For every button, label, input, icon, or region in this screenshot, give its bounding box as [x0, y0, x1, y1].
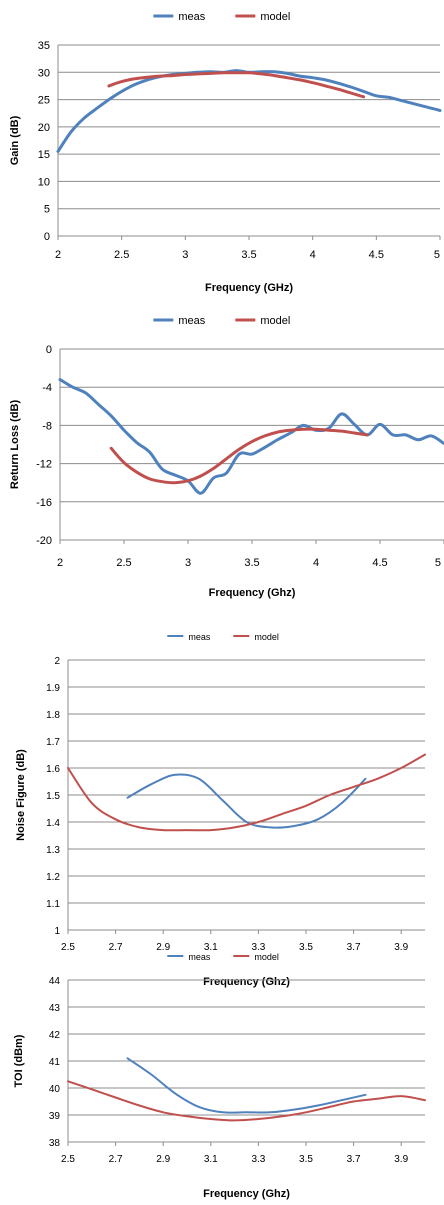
x-tick-label: 2.9: [156, 1154, 170, 1165]
x-axis-title: Frequency (Ghz): [209, 587, 296, 599]
x-tick-label: 5: [434, 249, 440, 261]
y-axis-title: Gain (dB): [9, 115, 21, 165]
legend: meas model: [167, 952, 279, 962]
y-tick-label: 1: [54, 926, 60, 937]
x-tick-label: 2.5: [61, 942, 75, 953]
y-tick-label: -4: [42, 382, 52, 394]
x-axis-title: Frequency (Ghz): [203, 976, 290, 988]
legend: meas model: [153, 315, 290, 327]
y-tick-label: 1.2: [46, 872, 60, 883]
y-tick-label: 40: [49, 1084, 61, 1095]
y-tick-label: 1.3: [46, 845, 60, 856]
chart-3: 1 1.1 1.2 1.3 1.4 1.5 1.6 1.7 1.8 1.9 2 2.5 2.7 2.9 3.…: [15, 632, 426, 988]
x-tick-label: 3.5: [241, 249, 256, 261]
y-tick-label: 0: [44, 231, 50, 243]
x-tick-label: 3.1: [204, 942, 218, 953]
x-tick-label: 3.3: [251, 1154, 265, 1165]
legend: meas model: [167, 632, 279, 642]
y-tick-label: 1.8: [46, 710, 60, 721]
x-tick-label: 3.5: [299, 942, 313, 953]
y-tick-label: 10: [38, 176, 50, 188]
legend-label-meas: meas: [178, 11, 205, 23]
x-tick-label: 2.7: [109, 942, 123, 953]
y-tick-label: -20: [36, 535, 52, 547]
series-line-model: [107, 71, 366, 99]
x-tick-label: 3: [182, 249, 188, 261]
series-line-model: [67, 753, 426, 832]
y-tick-label: 44: [49, 976, 61, 987]
x-tick-label: 2.5: [116, 557, 131, 569]
x-tick-label: 3.5: [244, 557, 259, 569]
x-tick-label: 4: [310, 249, 316, 261]
x-tick-label: 4: [313, 557, 319, 569]
x-tick-label: 2.5: [61, 1154, 75, 1165]
y-axis-title: Return Loss (dB): [9, 400, 21, 490]
y-tick-label: -8: [42, 420, 52, 432]
series-line-meas: [126, 1057, 367, 1114]
x-tick-label: 3.7: [347, 942, 361, 953]
y-tick-label: 1.9: [46, 683, 60, 694]
y-tick-label: 2: [54, 656, 60, 667]
y-tick-label: 1.6: [46, 764, 60, 775]
x-tick-label: 3.5: [299, 1154, 313, 1165]
legend-label-model: model: [260, 315, 290, 327]
chart-4: 38 39 40 41 42 43 44 2.5 2.7 2.9 3.1 3.3 3.5 3.7 3.9 Fr…: [13, 952, 426, 1200]
x-axis-title: Frequency (GHz): [205, 282, 293, 294]
y-tick-label: 15: [38, 149, 50, 161]
legend-label-model: model: [254, 632, 279, 642]
y-tick-label: 1.5: [46, 791, 60, 802]
x-tick-label: 3.9: [394, 942, 408, 953]
x-axis-title: Frequency (Ghz): [203, 1188, 290, 1200]
y-tick-label: -12: [36, 459, 52, 471]
x-tick-label: 3.9: [394, 1154, 408, 1165]
y-axis-title: Noise Figure (dB): [15, 749, 27, 841]
legend-label-meas: meas: [178, 315, 205, 327]
y-tick-label: 1.7: [46, 737, 60, 748]
y-tick-label: 1.1: [46, 899, 60, 910]
y-tick-label: 38: [49, 1138, 61, 1149]
x-tick-label: 5: [435, 557, 441, 569]
y-tick-label: 41: [49, 1057, 61, 1068]
legend-label-model: model: [254, 952, 279, 962]
chart-1: 0 5 10 15 20 25 30 35 2 2.5 3 3.5 4 4.5 5 Frequency (GH…: [9, 11, 442, 294]
y-tick-label: 1.4: [46, 818, 60, 829]
y-tick-label: 42: [49, 1030, 61, 1041]
x-tick-label: 2: [57, 557, 63, 569]
series-line-model: [109, 427, 369, 485]
x-tick-label: 3.3: [251, 942, 265, 953]
legend-label-meas: meas: [188, 632, 211, 642]
y-tick-label: 25: [38, 95, 50, 107]
x-tick-label: 2: [55, 249, 61, 261]
x-tick-label: 3: [185, 557, 191, 569]
x-tick-label: 3.1: [204, 1154, 218, 1165]
y-tick-label: 35: [38, 40, 50, 52]
x-tick-label: 2.9: [156, 942, 170, 953]
y-tick-label: 43: [49, 1003, 61, 1014]
x-tick-label: 2.7: [109, 1154, 123, 1165]
legend-label-model: model: [260, 11, 290, 23]
x-tick-label: 3.7: [347, 1154, 361, 1165]
y-tick-label: -16: [36, 497, 52, 509]
y-tick-label: 39: [49, 1111, 61, 1122]
y-tick-label: 5: [44, 204, 50, 216]
y-tick-label: 30: [38, 67, 50, 79]
x-tick-label: 4.5: [369, 249, 384, 261]
x-tick-label: 4.5: [372, 557, 387, 569]
y-tick-label: 0: [46, 344, 52, 356]
series-line-meas: [126, 773, 367, 829]
x-tick-label: 2.5: [114, 249, 129, 261]
chart-2: -20 -16 -12 -8 -4 0 2 2.5 3 3.5 4 4.5 5 Frequency (Gh…: [9, 315, 444, 599]
series-line-meas: [58, 378, 444, 495]
legend-label-meas: meas: [188, 952, 211, 962]
y-tick-label: 20: [38, 122, 50, 134]
legend: meas model: [153, 11, 290, 23]
series-line-model: [67, 1080, 426, 1122]
y-axis-title: TOI (dBm): [13, 1034, 25, 1087]
